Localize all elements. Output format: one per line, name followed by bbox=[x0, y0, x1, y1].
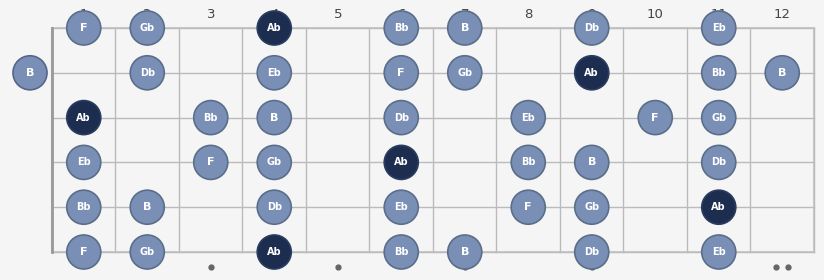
Text: Gb: Gb bbox=[457, 68, 472, 78]
Text: F: F bbox=[525, 202, 532, 212]
Text: Gb: Gb bbox=[140, 23, 155, 33]
Circle shape bbox=[702, 101, 736, 135]
Text: Gb: Gb bbox=[711, 113, 726, 123]
Circle shape bbox=[257, 11, 291, 45]
Text: Ab: Ab bbox=[267, 23, 282, 33]
Circle shape bbox=[702, 235, 736, 269]
Circle shape bbox=[384, 11, 419, 45]
Circle shape bbox=[384, 190, 419, 224]
Circle shape bbox=[67, 235, 101, 269]
Circle shape bbox=[384, 101, 419, 135]
Text: Gb: Gb bbox=[584, 202, 599, 212]
Circle shape bbox=[67, 101, 101, 135]
Circle shape bbox=[574, 145, 609, 179]
Circle shape bbox=[257, 101, 291, 135]
Circle shape bbox=[67, 11, 101, 45]
Text: 6: 6 bbox=[397, 8, 405, 22]
Text: 7: 7 bbox=[461, 8, 469, 22]
Text: B: B bbox=[143, 202, 152, 212]
Circle shape bbox=[130, 190, 164, 224]
Text: Gb: Gb bbox=[140, 247, 155, 257]
Circle shape bbox=[384, 56, 419, 90]
Text: 2: 2 bbox=[143, 8, 152, 22]
Bar bbox=[52, 28, 814, 252]
Circle shape bbox=[384, 235, 419, 269]
Text: Bb: Bb bbox=[711, 68, 726, 78]
Text: 10: 10 bbox=[647, 8, 663, 22]
Text: Ab: Ab bbox=[711, 202, 726, 212]
Text: 12: 12 bbox=[774, 8, 791, 22]
Text: F: F bbox=[652, 113, 659, 123]
Text: Db: Db bbox=[584, 23, 599, 33]
Circle shape bbox=[67, 145, 101, 179]
Circle shape bbox=[194, 101, 227, 135]
Circle shape bbox=[257, 56, 291, 90]
Text: Ab: Ab bbox=[267, 247, 282, 257]
Text: F: F bbox=[207, 157, 214, 167]
Text: Eb: Eb bbox=[712, 23, 726, 33]
Text: Eb: Eb bbox=[712, 247, 726, 257]
Circle shape bbox=[511, 145, 545, 179]
Text: B: B bbox=[588, 157, 596, 167]
Text: 3: 3 bbox=[207, 8, 215, 22]
Text: Db: Db bbox=[711, 157, 726, 167]
Circle shape bbox=[194, 145, 227, 179]
Circle shape bbox=[447, 11, 482, 45]
Circle shape bbox=[130, 11, 164, 45]
Text: 9: 9 bbox=[588, 8, 596, 22]
Circle shape bbox=[511, 190, 545, 224]
Circle shape bbox=[257, 145, 291, 179]
Text: 1: 1 bbox=[79, 8, 88, 22]
Text: B: B bbox=[778, 68, 786, 78]
Text: F: F bbox=[80, 247, 87, 257]
Text: F: F bbox=[80, 23, 87, 33]
Text: Db: Db bbox=[394, 113, 409, 123]
Text: Ab: Ab bbox=[77, 113, 91, 123]
Circle shape bbox=[702, 56, 736, 90]
Text: Eb: Eb bbox=[267, 68, 281, 78]
Text: Gb: Gb bbox=[267, 157, 282, 167]
Text: F: F bbox=[397, 68, 405, 78]
Circle shape bbox=[765, 56, 799, 90]
Text: Eb: Eb bbox=[77, 157, 91, 167]
Circle shape bbox=[257, 235, 291, 269]
Circle shape bbox=[574, 11, 609, 45]
Text: 4: 4 bbox=[270, 8, 279, 22]
Text: 8: 8 bbox=[524, 8, 532, 22]
Text: Bb: Bb bbox=[204, 113, 218, 123]
Text: Db: Db bbox=[140, 68, 155, 78]
Circle shape bbox=[447, 235, 482, 269]
Circle shape bbox=[447, 56, 482, 90]
Circle shape bbox=[384, 145, 419, 179]
Text: Eb: Eb bbox=[522, 113, 535, 123]
Text: Bb: Bb bbox=[394, 23, 409, 33]
Text: Bb: Bb bbox=[521, 157, 536, 167]
Circle shape bbox=[702, 190, 736, 224]
Text: B: B bbox=[461, 23, 469, 33]
Circle shape bbox=[574, 56, 609, 90]
Circle shape bbox=[257, 190, 291, 224]
Circle shape bbox=[574, 235, 609, 269]
Text: Bb: Bb bbox=[77, 202, 91, 212]
Circle shape bbox=[702, 11, 736, 45]
Circle shape bbox=[130, 235, 164, 269]
Circle shape bbox=[13, 56, 47, 90]
Text: Db: Db bbox=[267, 202, 282, 212]
Circle shape bbox=[130, 56, 164, 90]
Text: Ab: Ab bbox=[394, 157, 409, 167]
Text: Db: Db bbox=[584, 247, 599, 257]
Text: B: B bbox=[461, 247, 469, 257]
Text: 11: 11 bbox=[710, 8, 728, 22]
Circle shape bbox=[511, 101, 545, 135]
Circle shape bbox=[574, 190, 609, 224]
Circle shape bbox=[702, 145, 736, 179]
Text: B: B bbox=[270, 113, 279, 123]
Text: Ab: Ab bbox=[584, 68, 599, 78]
Text: Bb: Bb bbox=[394, 247, 409, 257]
Text: 5: 5 bbox=[334, 8, 342, 22]
Text: Eb: Eb bbox=[395, 202, 408, 212]
Text: B: B bbox=[26, 68, 34, 78]
Circle shape bbox=[639, 101, 672, 135]
Circle shape bbox=[67, 190, 101, 224]
